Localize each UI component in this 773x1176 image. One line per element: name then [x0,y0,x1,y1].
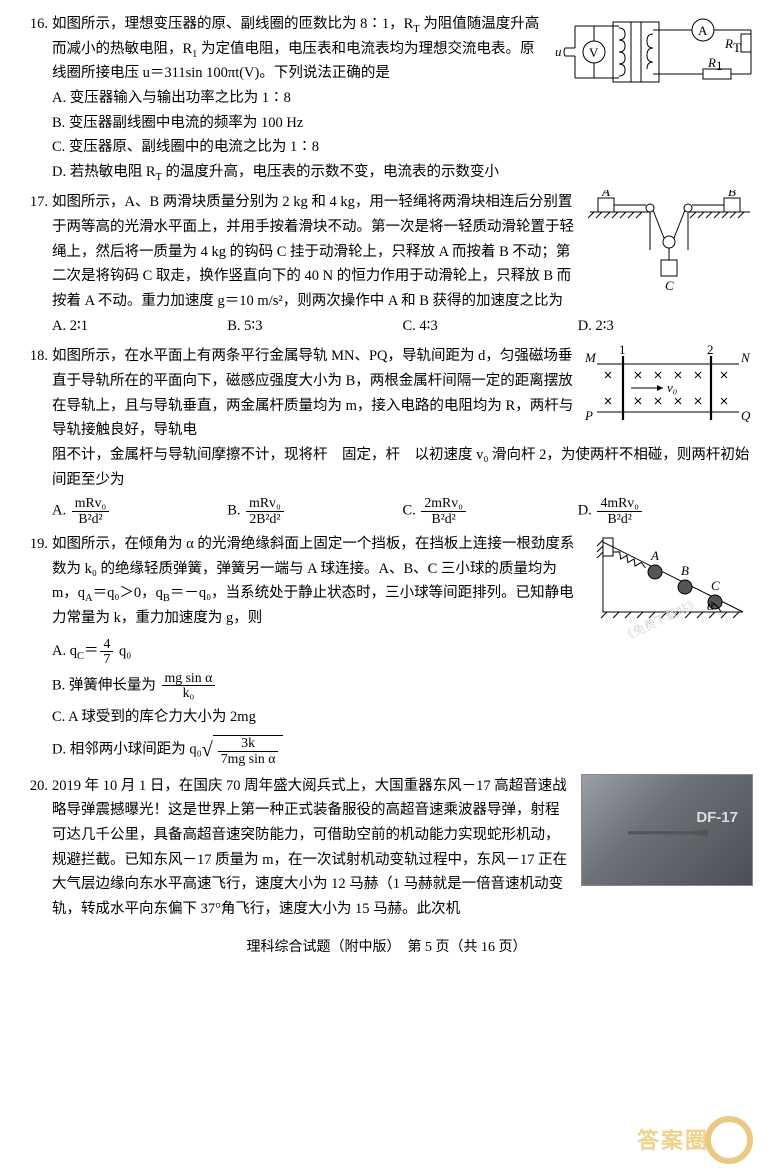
q19-option-B: B. 弹簧伸长量为 mg sin αk₀ [52,671,753,701]
question-18: M N P Q 1 2 [20,344,753,526]
q17-option-A: A. 2∶1 [52,314,227,339]
q19-stem: 如图所示，在倾角为 α 的光滑绝缘斜面上固定一个挡板，在挡板上连接一根劲度系数为… [52,532,585,631]
q17-option-C: C. 4∶3 [403,314,578,339]
question-16: u V A R [20,12,753,184]
label-B: B [681,563,689,578]
label-R1: R [707,55,716,70]
label-C: C [711,578,720,593]
label-A: A [650,548,659,563]
label-2: 2 [707,344,714,357]
label-u: u [555,44,562,59]
q19-option-A: A. qC＝47 q₀ [52,637,753,667]
q18-option-A: A. mRv₀B²d² [52,496,227,526]
page-footer: 理科综合试题（附中版） 第 5 页（共 16 页） [20,936,753,960]
q20-number: 20. [20,774,52,799]
q16-figure: u V A R [553,12,753,101]
label-C: C [665,278,674,293]
label-df17: DF-17 [696,805,738,831]
label-M: M [584,350,597,365]
label-Q: Q [741,408,751,423]
svg-text:1: 1 [716,58,723,73]
question-17: A B C 17. 如图所示，A、B 两滑块质量分别为 2 kg 和 4 kg，… [20,190,753,338]
q17-number: 17. [20,190,52,215]
label-A: A [601,190,610,199]
q20-figure: DF-17 [581,774,753,886]
watermark-logo: 答案圈 [637,1122,747,1162]
question-20: DF-17 20. 2019 年 10 月 1 日，在国庆 70 周年盛大阅兵式… [20,774,753,922]
label-B: B [728,190,736,199]
question-19: A B C α 19. 如图所示，在倾角为 α 的光滑绝缘斜面上固定一个挡板，在… [20,532,753,768]
q19-figure: A B C α [593,532,753,637]
label-V: V [589,45,599,60]
q18-number: 18. [20,344,52,369]
q16-number: 16. [20,12,52,37]
svg-text:T: T [733,40,741,55]
q18-stem: 如图所示，在水平面上有两条平行金属导轨 MN、PQ，导轨间距为 d，匀强磁场垂直… [52,344,575,443]
q18-stem-p2: 阻不计，金属杆与导轨间摩擦不计，现将杆 固定，杆 以初速度 v₀ 滑向杆 2，为… [52,447,749,488]
q16-stem: 如图所示，理想变压器的原、副线圈的匝数比为 8∶1，RT 为阻值随温度升高而减小… [52,12,545,86]
q17-figure: A B C [588,190,753,307]
q18-figure: M N P Q 1 2 [583,344,753,439]
q16-option-B: B. 变压器副线圈中电流的频率为 100 Hz [52,111,753,136]
q17-stem: 如图所示，A、B 两滑块质量分别为 2 kg 和 4 kg，用一轻绳将两滑块相连… [52,190,580,313]
q20-stem: 2019 年 10 月 1 日，在国庆 70 周年盛大阅兵式上，大国重器东风－1… [52,774,573,922]
label-N: N [740,350,751,365]
q18-option-C: C. 2mRv₀B²d² [403,496,578,526]
q19-number: 19. [20,532,52,557]
q16-option-C: C. 变压器原、副线圈中的电流之比为 1∶8 [52,135,753,160]
label-P: P [584,408,593,423]
q19-option-C: C. A 球受到的库仑力大小为 2mg [52,705,753,730]
label-1: 1 [619,344,626,357]
q17-option-B: B. 5∶3 [227,314,402,339]
label-v0: v₀ [667,380,677,395]
q18-option-B: B. mRv₀2B²d² [227,496,402,526]
label-RT: R [724,36,733,51]
q17-option-D: D. 2∶3 [578,314,753,339]
label-alpha: α [707,598,715,613]
q16-option-D: D. 若热敏电阻 RT 的温度升高，电压表的示数不变，电流表的示数变小 [52,160,753,185]
q18-option-D: D. 4mRv₀B²d² [578,496,753,526]
q19-option-D: D. 相邻两小球间距为 q₀√3k7mg sin α [52,733,753,768]
label-A: A [698,23,708,38]
